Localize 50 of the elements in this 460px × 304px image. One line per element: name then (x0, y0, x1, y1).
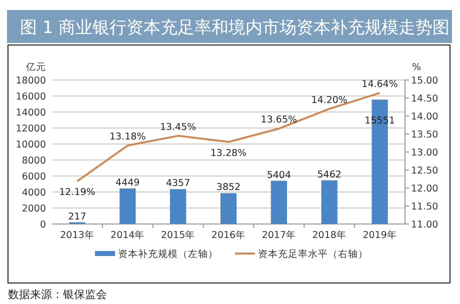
data-label: 13.65% (260, 114, 298, 126)
y-tick-label: 4000 (22, 188, 46, 198)
bar (321, 180, 338, 224)
y2-tick-label: 13.00 (411, 148, 438, 158)
data-label: 13.45% (160, 122, 196, 133)
y-tick-label: 18000 (16, 76, 46, 86)
data-label: 13.18% (110, 132, 146, 143)
x-tick-label: 2014年 (110, 229, 145, 241)
y2-tick-label: 11.50 (411, 202, 438, 212)
data-label: 5462 (317, 169, 342, 180)
y2-tick-label: 12.00 (411, 184, 438, 194)
bar (220, 193, 237, 224)
y2-tick-label: 14.50 (411, 94, 438, 104)
bar (120, 188, 136, 224)
y2-axis-title: % (412, 62, 422, 73)
x-tick-label: 2017年 (262, 229, 296, 241)
bar (270, 180, 287, 224)
data-label: 3852 (216, 182, 241, 194)
x-tick-label: 2016年 (211, 229, 246, 241)
y-tick-label: 0 (40, 220, 46, 230)
data-label: 217 (68, 211, 86, 222)
y-tick-label: 14000 (16, 108, 46, 118)
legend-label: 资本补充规模（左轴） (118, 248, 218, 260)
data-label: 13.28% (210, 148, 247, 159)
y2-tick-label: 12.50 (411, 166, 438, 176)
data-label: 14.20% (311, 94, 348, 106)
y-axis-title: 亿元 (25, 62, 46, 73)
y-tick-label: 8000 (22, 156, 46, 166)
data-label: 14.64% (362, 78, 398, 90)
legend-label: 资本充足率水平（右轴） (258, 248, 368, 260)
y2-tick-label: 11.00 (411, 220, 438, 230)
y2-tick-label: 14.00 (411, 112, 438, 122)
x-tick-label: 2019年 (362, 229, 397, 241)
data-label: 12.19% (59, 187, 96, 198)
data-label: 5404 (266, 170, 292, 181)
bar (170, 189, 186, 224)
source-note: 数据来源：银保监会 (8, 288, 107, 301)
y2-tick-label: 13.50 (411, 130, 438, 140)
data-label: 4449 (116, 177, 140, 188)
y-tick-label: 16000 (16, 92, 46, 102)
y-tick-label: 10000 (16, 140, 46, 150)
y-tick-label: 2000 (22, 204, 46, 214)
chart-title: 图 1 商业银行资本充足率和境内市场资本补充规模走势图 (20, 18, 450, 38)
x-tick-label: 2018年 (312, 229, 346, 241)
data-label: 4357 (166, 178, 190, 190)
x-tick-label: 2015年 (160, 229, 196, 241)
y-tick-label: 6000 (22, 172, 46, 182)
y-tick-label: 12000 (16, 124, 46, 134)
x-tick-label: 2013年 (60, 229, 94, 241)
y2-tick-label: 15.00 (411, 76, 438, 86)
